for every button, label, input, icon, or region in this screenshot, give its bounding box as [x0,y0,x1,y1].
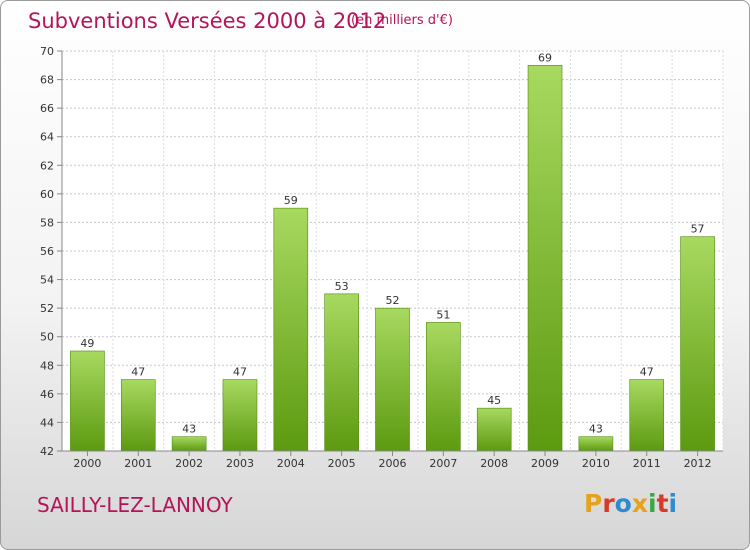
bar [222,379,258,452]
x-tick-label: 2012 [684,457,712,470]
y-tick-label: 64 [40,131,54,144]
bar-value-label: 47 [131,366,145,379]
y-tick-label: 68 [40,74,54,87]
y-tick-label: 44 [40,416,54,429]
x-tick-label: 2006 [379,457,407,470]
logo-letter: x [631,489,648,518]
bar-value-label: 45 [487,394,501,407]
y-tick-label: 42 [40,445,54,458]
y-tick-label: 54 [40,274,54,287]
logo-letter: r [602,489,615,518]
y-tick-label: 48 [40,359,54,372]
bar [578,436,614,452]
logo-letter: o [614,489,632,518]
bars: 49 47 43 47 59 53 52 51 45 69 43 47 57 [70,51,715,452]
bar-value-label: 49 [80,337,94,350]
y-tick-label: 56 [40,245,54,258]
bar-value-label: 53 [335,280,349,293]
y-tick-label: 50 [40,331,54,344]
y-tick-label: 62 [40,159,54,172]
y-tick-label: 46 [40,388,54,401]
bar [527,64,563,452]
bar [171,436,207,452]
chart-subtitle: (en milliers d'€) [351,13,453,28]
bar-value-label: 43 [182,423,196,436]
commune-name: SAILLY-LEZ-LANNOY [37,493,233,517]
bar [680,236,715,452]
y-tick-label: 70 [40,45,54,58]
logo-letter: P [584,489,603,518]
x-tick-label: 2001 [124,457,152,470]
x-tick-label: 2005 [328,457,356,470]
bar-value-label: 47 [640,366,654,379]
bar [375,307,410,452]
bar-value-label: 43 [589,423,603,436]
axes: 42 44 46 48 50 52 54 56 58 60 62 64 66 68 70 2000 2001 20… [40,45,723,470]
logo-letter: t [656,489,669,518]
bar [426,322,461,452]
y-tick-label: 60 [40,188,54,201]
x-tick-label: 2011 [633,457,661,470]
bar-value-label: 47 [233,366,247,379]
x-tick-label: 2009 [531,457,559,470]
grid [61,50,724,452]
logo-letter: i [668,489,678,518]
x-tick-label: 2008 [480,457,508,470]
y-tick-label: 66 [40,102,54,115]
bar [629,379,665,452]
chart-title: Subventions Versées 2000 à 2012 [28,9,387,33]
bar-value-label: 59 [284,194,298,207]
x-tick-label: 2010 [582,457,610,470]
x-tick-label: 2003 [226,457,254,470]
bar-value-label: 51 [436,308,450,321]
bar-value-label: 52 [386,294,400,307]
bar [120,379,156,452]
bar [476,407,512,452]
logo-letter: i [648,489,657,518]
bar-value-label: 69 [538,51,552,64]
bar [324,293,359,452]
y-tick-label: 52 [40,302,54,315]
bar [70,350,105,452]
x-tick-label: 2000 [73,457,101,470]
y-tick-label: 58 [40,216,54,229]
x-tick-label: 2007 [429,457,457,470]
proxiti-logo: Proxiti [584,489,677,518]
bar-value-label: 57 [691,223,705,236]
bar [273,207,309,452]
x-tick-label: 2004 [277,457,305,470]
bar-chart: 49 47 43 47 59 53 52 51 45 69 43 47 57 42 44 46 48 50 52 5… [40,45,724,470]
x-tick-label: 2002 [175,457,203,470]
